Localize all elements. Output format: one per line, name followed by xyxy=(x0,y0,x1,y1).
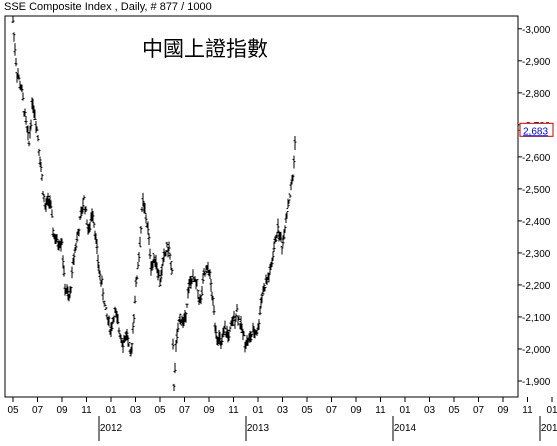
x-tick-label: 09 xyxy=(350,405,362,416)
x-tick-label: 03 xyxy=(130,405,142,416)
x-tick-label: 09 xyxy=(56,405,68,416)
y-tick-label: -3,000 xyxy=(522,25,551,36)
x-tick-label: 01 xyxy=(105,405,117,416)
chart-header: SSE Composite Index , Daily, # 877 / 100… xyxy=(4,1,212,13)
y-tick-label: -1,900 xyxy=(522,377,551,388)
x-tick-label: 09 xyxy=(203,405,215,416)
year-label: 2013 xyxy=(247,423,270,434)
year-label: 2015 xyxy=(541,423,557,434)
x-tick-label: 11 xyxy=(522,405,533,416)
x-tick-label: 11 xyxy=(81,405,92,416)
x-tick-label: 01 xyxy=(546,405,557,416)
x-tick-label: 05 xyxy=(301,405,313,416)
last-value-label: 2,683 xyxy=(523,126,548,137)
y-tick-label: -2,100 xyxy=(522,313,551,324)
x-tick-label: 01 xyxy=(399,405,411,416)
y-tick-label: -2,900 xyxy=(522,57,551,68)
x-tick-label: 05 xyxy=(448,405,460,416)
last-value-box xyxy=(519,122,554,137)
y-tick-label: -2,000 xyxy=(522,345,551,356)
x-tick-label: 07 xyxy=(32,405,44,416)
x-tick-label: 03 xyxy=(424,405,436,416)
x-tick-label: 11 xyxy=(375,405,386,416)
x-tick-label: 05 xyxy=(7,405,19,416)
year-label: 2014 xyxy=(394,423,417,434)
y-tick-label: -2,500 xyxy=(522,185,551,196)
y-tick-label: -2,200 xyxy=(522,281,551,292)
x-tick-label: 07 xyxy=(326,405,338,416)
y-tick-label: -2,400 xyxy=(522,217,551,228)
x-tick-label: 03 xyxy=(277,405,289,416)
x-tick-label: 01 xyxy=(252,405,264,416)
x-tick-label: 07 xyxy=(179,405,191,416)
x-tick-label: 11 xyxy=(228,405,239,416)
y-tick-label: -2,300 xyxy=(522,249,551,260)
y-tick-label: -2,600 xyxy=(522,153,551,164)
y-tick-label: -2,800 xyxy=(522,89,551,100)
plot-frame xyxy=(4,15,519,398)
year-label: 2012 xyxy=(100,423,123,434)
x-tick-label: 07 xyxy=(473,405,485,416)
x-tick-label: 09 xyxy=(497,405,509,416)
chart-title: 中國上證指數 xyxy=(142,38,268,61)
x-tick-label: 05 xyxy=(154,405,166,416)
